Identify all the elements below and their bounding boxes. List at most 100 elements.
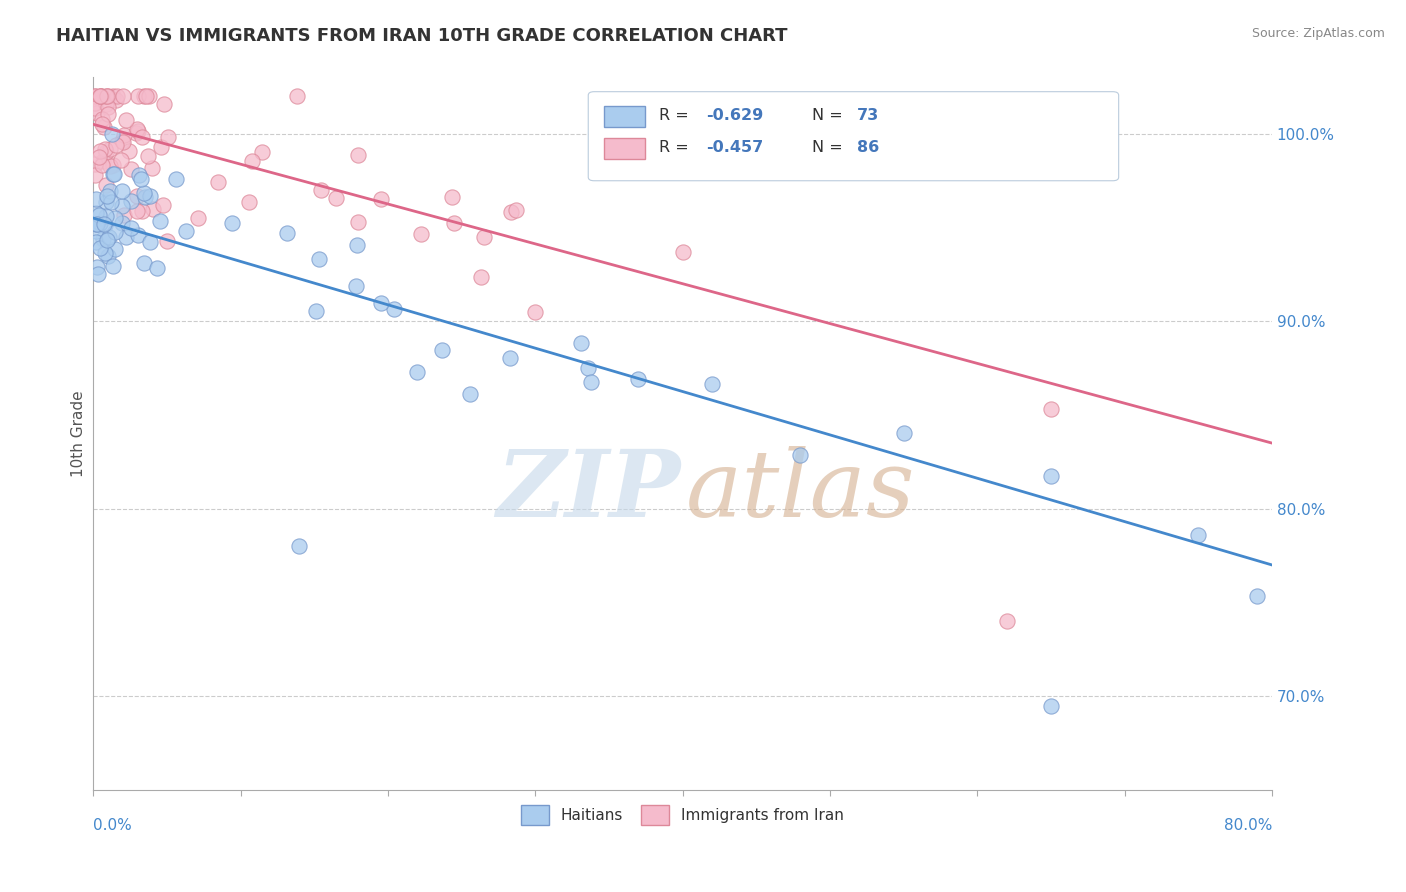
Point: [156, 235, 179, 249]
Point: [112, 128, 135, 142]
Point: [579, 376, 602, 390]
Point: [125, 204, 148, 219]
Point: [153, 97, 176, 112]
Text: 73: 73: [858, 108, 879, 123]
Point: [93, 120, 115, 134]
Point: [569, 335, 592, 350]
Point: [347, 215, 370, 229]
Point: [501, 204, 523, 219]
Point: [84, 217, 107, 231]
Point: [131, 203, 153, 218]
Text: Source: ZipAtlas.com: Source: ZipAtlas.com: [1251, 27, 1385, 40]
Point: [305, 304, 328, 318]
Point: [347, 147, 370, 161]
Point: [238, 194, 260, 209]
Point: [101, 127, 124, 141]
Point: [276, 226, 298, 240]
Point: [96, 145, 118, 159]
Point: [111, 216, 134, 230]
Point: [411, 227, 433, 241]
Point: [94, 245, 117, 260]
Point: [700, 376, 723, 391]
Point: [287, 89, 309, 103]
Point: [120, 194, 142, 209]
Point: [98, 142, 121, 156]
Point: [94, 209, 117, 223]
Point: [325, 191, 347, 205]
Point: [103, 168, 125, 182]
Point: [110, 134, 132, 148]
Point: [671, 244, 693, 259]
Point: [112, 209, 135, 223]
Point: [121, 161, 143, 176]
Point: [91, 153, 114, 168]
Point: [98, 159, 121, 173]
Point: [1246, 589, 1268, 603]
Point: [139, 188, 162, 202]
Text: HAITIAN VS IMMIGRANTS FROM IRAN 10TH GRADE CORRELATION CHART: HAITIAN VS IMMIGRANTS FROM IRAN 10TH GRA…: [56, 27, 787, 45]
Point: [83, 95, 105, 110]
Point: [105, 89, 128, 103]
Point: [110, 153, 132, 168]
Point: [115, 112, 138, 127]
Point: [87, 267, 110, 281]
Point: [103, 259, 125, 273]
Text: -0.629: -0.629: [706, 108, 763, 123]
Point: [370, 296, 392, 310]
Point: [84, 169, 107, 183]
Point: [995, 614, 1018, 628]
Point: [89, 208, 111, 222]
Point: [406, 366, 429, 380]
Point: [83, 157, 105, 171]
Point: [84, 192, 107, 206]
Point: [84, 224, 107, 238]
FancyBboxPatch shape: [603, 138, 645, 160]
Point: [100, 195, 122, 210]
Point: [207, 175, 229, 189]
Point: [370, 193, 392, 207]
Text: R =: R =: [659, 140, 693, 155]
Point: [94, 218, 117, 232]
Point: [97, 249, 120, 263]
Point: [111, 199, 134, 213]
Point: [311, 183, 333, 197]
Point: [104, 93, 127, 107]
Point: [98, 184, 121, 198]
Point: [458, 387, 481, 401]
Point: [89, 241, 111, 255]
Point: [90, 89, 112, 103]
Point: [240, 153, 263, 168]
Point: [157, 129, 180, 144]
Point: [505, 202, 527, 217]
Point: [96, 107, 118, 121]
Y-axis label: 10th Grade: 10th Grade: [72, 391, 86, 477]
Point: [90, 89, 112, 103]
Point: [125, 127, 148, 141]
Point: [120, 221, 142, 235]
Point: [174, 224, 197, 238]
Point: [91, 117, 114, 131]
Point: [101, 89, 124, 103]
Point: [104, 242, 127, 256]
Point: [84, 235, 107, 250]
Point: [86, 106, 108, 120]
Point: [149, 140, 172, 154]
Text: 0.0%: 0.0%: [93, 819, 132, 833]
Point: [94, 89, 117, 103]
Point: [1187, 528, 1209, 542]
Point: [1039, 469, 1062, 483]
Point: [96, 89, 118, 103]
Point: [132, 186, 155, 200]
Point: [136, 149, 159, 163]
Point: [128, 169, 150, 183]
Point: [135, 89, 157, 103]
Point: [83, 89, 105, 103]
Point: [132, 89, 155, 103]
FancyBboxPatch shape: [588, 92, 1119, 181]
Point: [84, 206, 107, 220]
Text: N =: N =: [813, 140, 848, 155]
Point: [103, 158, 125, 172]
Point: [111, 89, 134, 103]
Point: [93, 142, 115, 156]
Point: [146, 261, 169, 276]
